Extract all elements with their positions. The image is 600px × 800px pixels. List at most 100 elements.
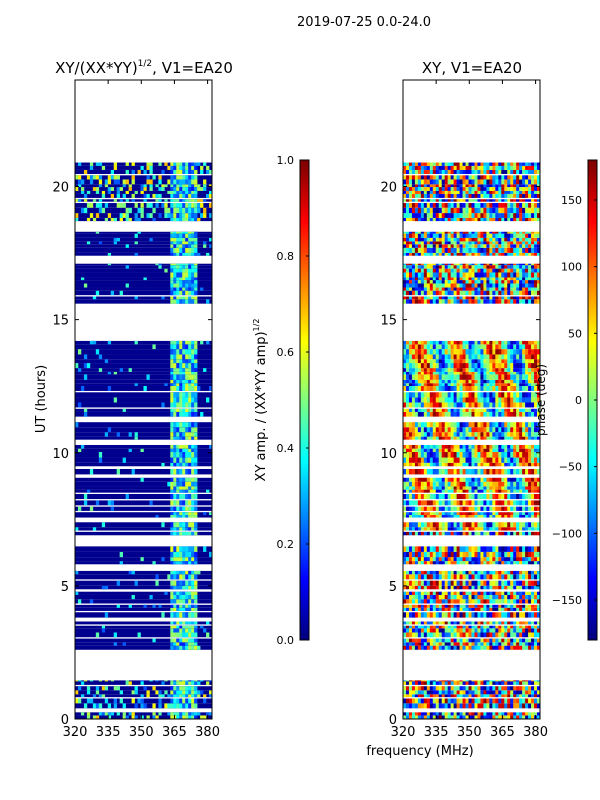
amplitude-cell [191, 468, 195, 475]
amplitude-cell [182, 570, 186, 575]
amplitude-cell [176, 493, 180, 500]
phase-cell [513, 296, 517, 300]
phase-cell [501, 385, 505, 391]
amplitude-cell [125, 283, 129, 288]
phase-cell [474, 500, 478, 506]
amplitude-cell [134, 690, 138, 695]
amplitude-cell [188, 402, 192, 408]
phase-cell [447, 344, 451, 350]
amplitude-cell [197, 712, 201, 716]
amplitude-cell [107, 187, 112, 191]
phase-cell [459, 359, 463, 364]
amplitude-cell [179, 698, 183, 704]
phase-cell [534, 489, 538, 493]
amplitude-cell [188, 397, 192, 403]
phase-cell [462, 402, 466, 408]
phase-cell [403, 290, 407, 296]
amplitude-cell [188, 591, 192, 595]
amplitude-cell [191, 280, 195, 284]
phase-cell [426, 580, 431, 586]
phase-cell [438, 698, 443, 704]
phase-cell [423, 621, 428, 625]
phase-cell [417, 591, 422, 595]
amplitude-cell [75, 422, 79, 428]
phase-cell [456, 493, 460, 500]
amplitude-cell [185, 570, 189, 575]
phase-cell [465, 512, 469, 516]
phase-cell [423, 486, 428, 490]
amplitude-cell [185, 402, 189, 408]
phase-cell [495, 452, 499, 458]
phase-cell [510, 500, 514, 506]
phase-cell [462, 703, 466, 709]
phase-cell [441, 680, 445, 682]
phase-cell [525, 422, 529, 428]
phase-cell [408, 374, 413, 380]
phase-cell [462, 448, 466, 453]
amplitude-cell [176, 359, 180, 364]
phase-cell [492, 580, 496, 586]
phase-cell [441, 642, 445, 646]
amplitude-cell [152, 686, 156, 691]
phase-cell [507, 680, 511, 685]
phase-cell [516, 715, 520, 719]
amplitude-cell [176, 422, 180, 428]
amplitude-cell [185, 642, 189, 646]
phase-cell [438, 296, 443, 300]
amplitude-cell [95, 632, 100, 638]
phase-cell [498, 432, 502, 437]
amplitude-cell [188, 703, 192, 709]
phase-cell [486, 462, 490, 467]
phase-cell [459, 489, 463, 493]
phase-cell [438, 340, 443, 345]
phase-cell [468, 645, 472, 650]
amplitude-cell [194, 574, 198, 580]
phase-cell [441, 444, 445, 449]
phase-cell [510, 570, 514, 575]
phase-cell [411, 344, 416, 350]
phase-cell [414, 621, 419, 625]
phase-cell [426, 462, 431, 467]
phase-cell [525, 570, 529, 575]
phase-cell [408, 628, 413, 633]
amplitude-cell [188, 570, 192, 575]
phase-cell [429, 712, 434, 716]
phase-cell [528, 354, 532, 360]
phase-cell [495, 515, 499, 518]
phase-cell [444, 628, 448, 633]
phase-cell [426, 486, 431, 490]
phase-cell [468, 694, 472, 698]
phase-cell [423, 374, 428, 380]
phase-cell [492, 408, 496, 412]
phase-cell [474, 522, 478, 528]
phase-cell [417, 408, 422, 412]
colorbar-swatch [300, 632, 309, 637]
phase-cell [507, 296, 511, 300]
phase-cell [468, 493, 472, 500]
amplitude-cell [173, 349, 177, 355]
phase-cell [408, 607, 413, 611]
phase-cell [453, 452, 457, 458]
phase-cell [456, 607, 460, 611]
phase-cell [492, 427, 496, 433]
phase-cell [447, 557, 451, 562]
phase-cell [441, 340, 445, 345]
phase-cell [495, 349, 499, 355]
phase-cell [522, 551, 526, 558]
amplitude-cell [152, 712, 156, 716]
phase-cell [417, 379, 422, 384]
phase-cell [438, 379, 443, 384]
amplitude-cell [131, 179, 135, 185]
phase-cell [435, 290, 440, 296]
amplitude-cell [86, 690, 91, 695]
phase-cell [531, 642, 535, 646]
phase-cell [411, 349, 416, 355]
phase-cell [483, 368, 487, 372]
phase-cell [480, 612, 484, 618]
amplitude-cell [191, 690, 195, 695]
phase-cell [468, 680, 472, 685]
phase-cell [447, 290, 451, 296]
amplitude-cell [185, 427, 189, 433]
phase-cell [531, 527, 535, 531]
phase-cell [537, 512, 541, 516]
